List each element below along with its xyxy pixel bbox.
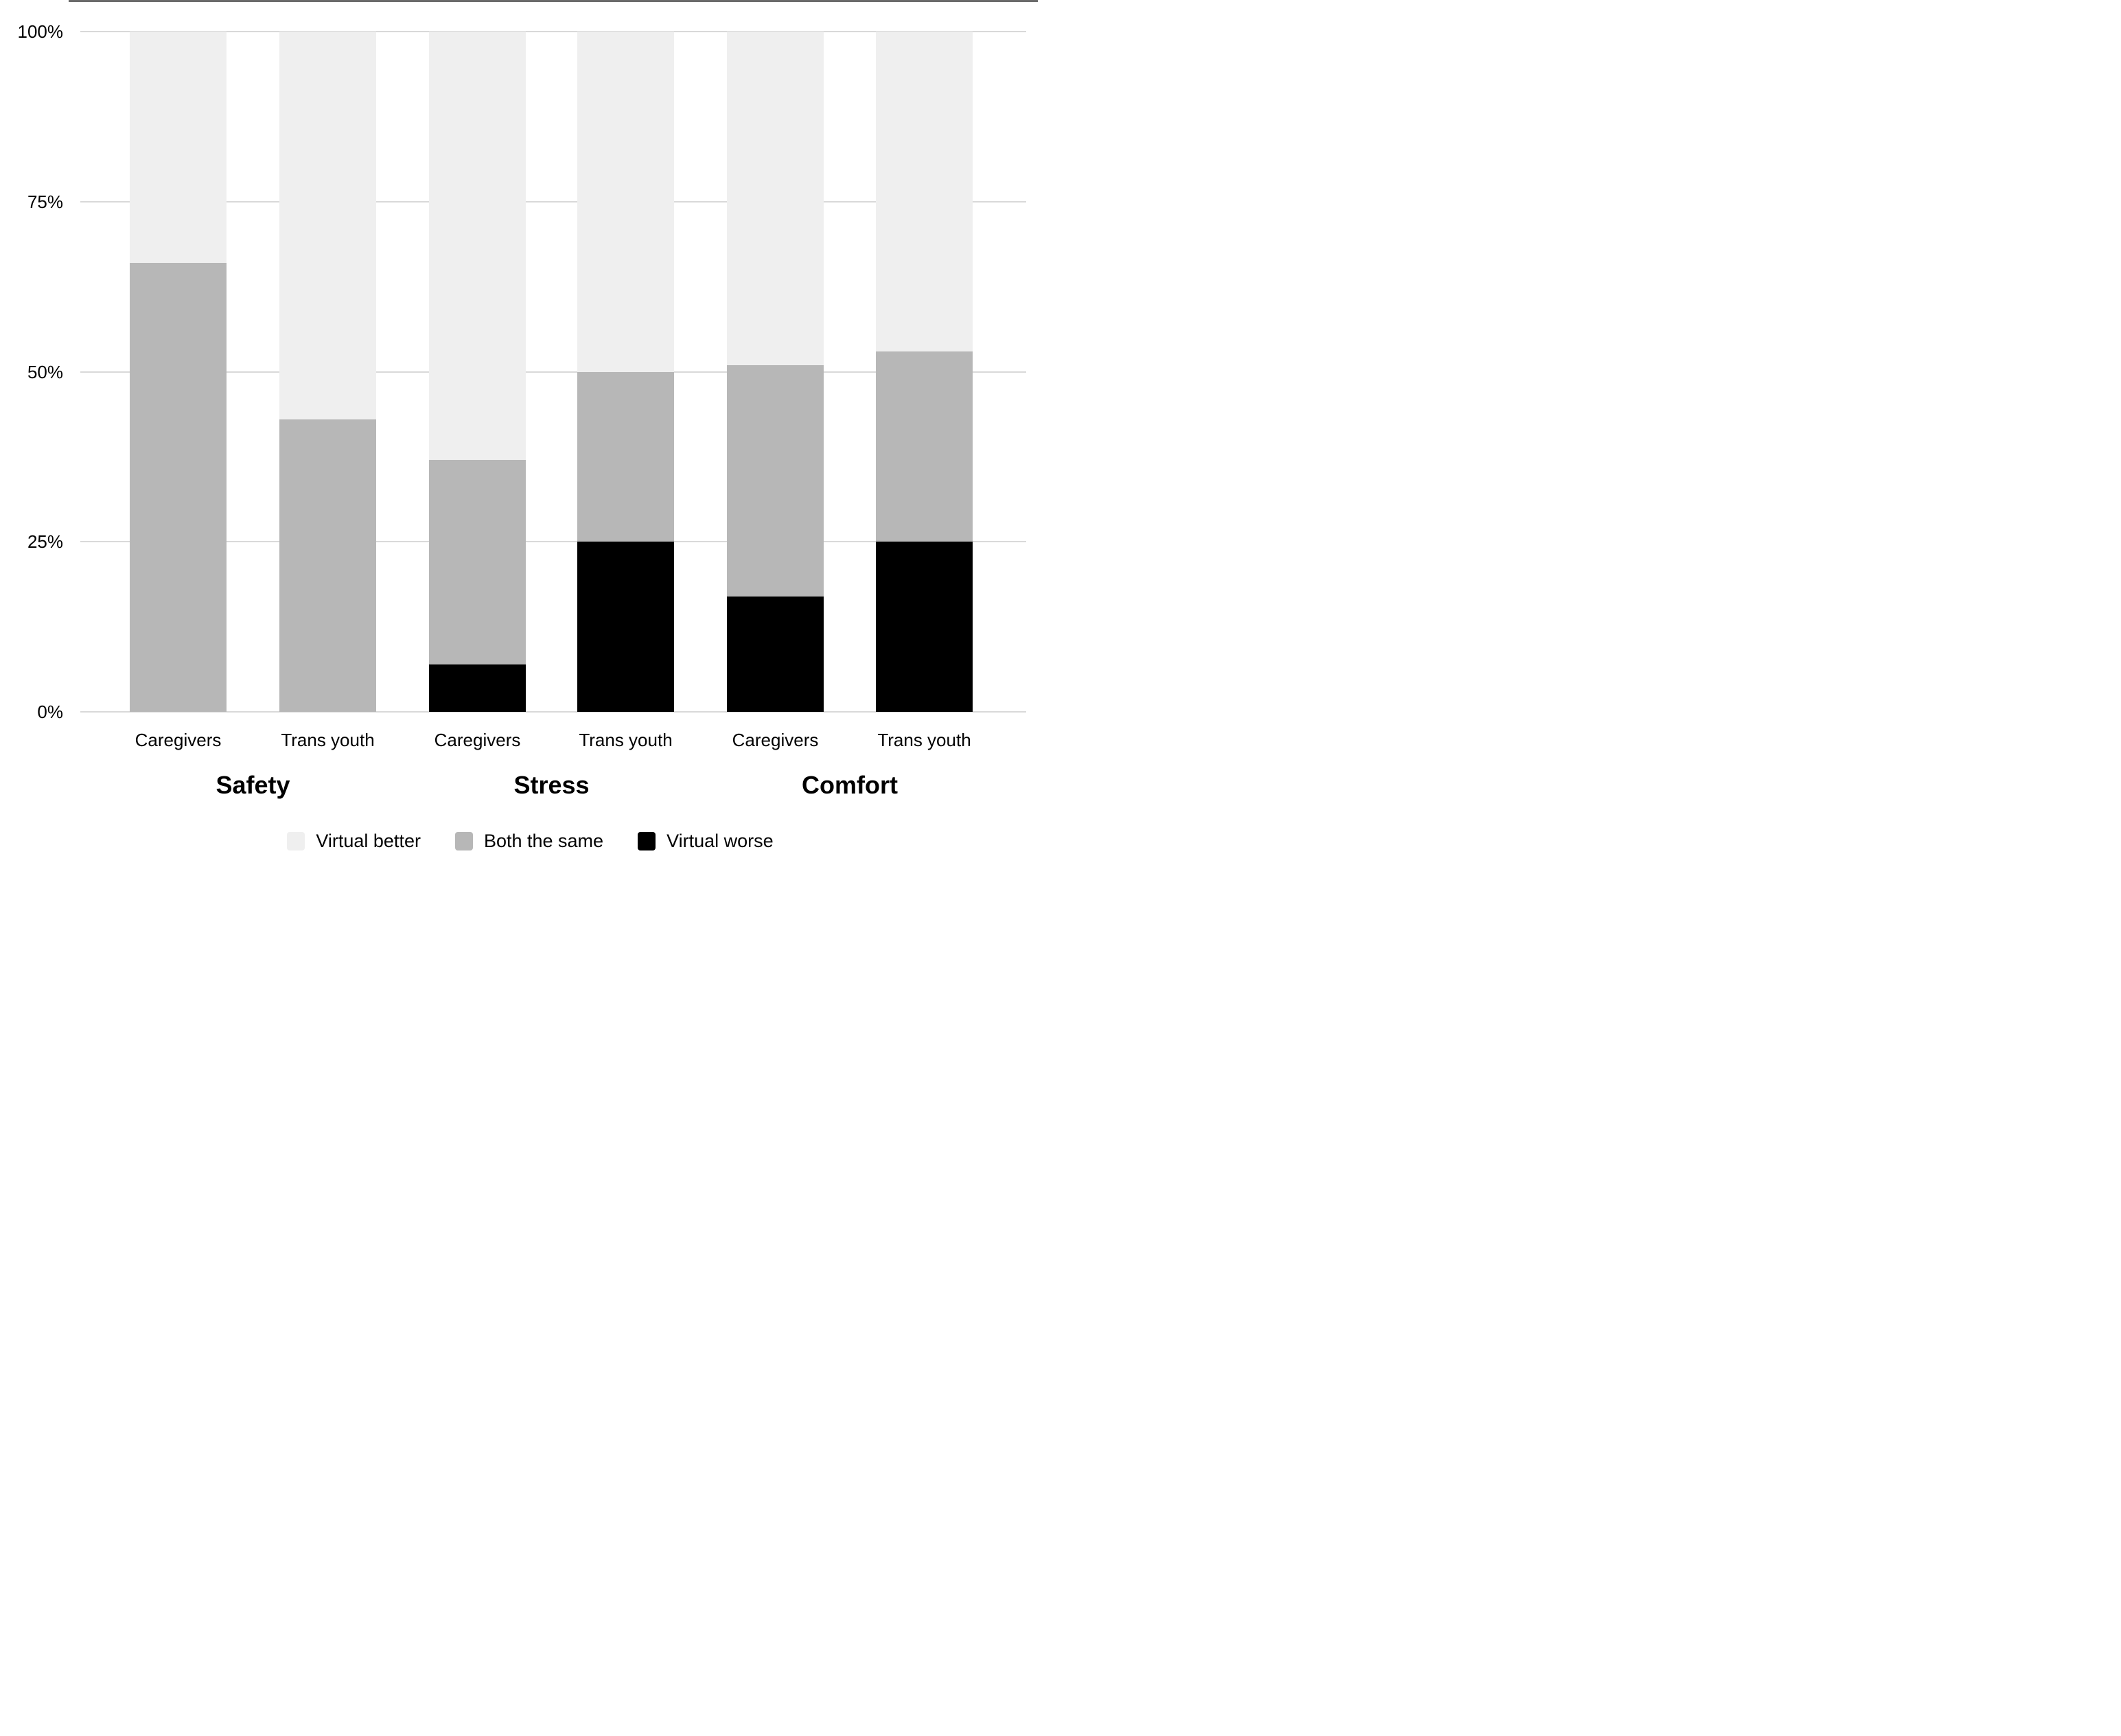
bar-safety-caregivers <box>130 32 227 712</box>
segment-virtual-worse <box>876 542 973 712</box>
bar-stress-trans-youth <box>577 32 674 712</box>
bar-comfort-trans-youth <box>876 32 973 712</box>
segment-virtual-worse <box>727 596 824 712</box>
legend-item-virtual-worse: Virtual worse <box>638 832 774 850</box>
segment-virtual-better <box>727 32 824 365</box>
segment-both-the-same <box>279 419 376 712</box>
gridline-75 <box>80 200 1026 202</box>
y-tick-label-0: 0% <box>37 702 63 722</box>
segment-both-the-same <box>727 364 824 597</box>
bar-comfort-caregivers <box>727 32 824 712</box>
segment-both-the-same <box>577 371 674 542</box>
segment-virtual-worse <box>429 664 526 712</box>
segment-virtual-better <box>130 32 227 263</box>
bar-stress-caregivers <box>429 32 526 712</box>
x-axis-label-caregivers: Caregivers <box>434 730 521 750</box>
y-tick-label-100: 100% <box>17 21 64 42</box>
x-axis-label-trans-youth: Trans youth <box>579 730 673 750</box>
virtual-worse-swatch-icon <box>638 832 656 850</box>
stacked-bar-chart: 0% 25% 50% 75% 100% Caregivers Trans youth Car… <box>0 0 1060 868</box>
gridline-100 <box>80 31 1026 32</box>
gridline-50 <box>80 371 1026 373</box>
group-label-safety: Safety <box>216 771 290 799</box>
segment-virtual-better <box>876 32 973 351</box>
y-tick-label-75: 75% <box>27 191 63 212</box>
x-axis-label-trans-youth: Trans youth <box>877 730 971 750</box>
segment-virtual-better <box>577 32 674 372</box>
segment-both-the-same <box>130 262 227 712</box>
group-label-stress: Stress <box>513 771 590 799</box>
y-tick-label-50: 50% <box>27 361 63 382</box>
segment-both-the-same <box>429 460 526 664</box>
x-axis-label-trans-youth: Trans youth <box>281 730 375 750</box>
x-axis-baseline <box>69 0 1038 2</box>
gridline-0 <box>80 711 1026 713</box>
legend-label: Virtual worse <box>667 831 774 851</box>
legend-label: Virtual better <box>316 831 421 851</box>
x-axis-label-caregivers: Caregivers <box>135 730 222 750</box>
x-axis-label-caregivers: Caregivers <box>732 730 819 750</box>
segment-virtual-better <box>429 32 526 461</box>
group-label-comfort: Comfort <box>802 771 898 799</box>
legend-label: Both the same <box>483 831 604 851</box>
virtual-better-swatch-icon <box>287 832 305 850</box>
both-the-same-swatch-icon <box>454 832 473 850</box>
bar-safety-trans-youth <box>279 32 376 712</box>
y-tick-label-25: 25% <box>27 531 63 553</box>
segment-virtual-better <box>279 32 376 419</box>
segment-both-the-same <box>876 351 973 542</box>
gridline-25 <box>80 541 1026 543</box>
segment-virtual-worse <box>577 542 674 712</box>
legend: Virtual better Both the same Virtual wor… <box>0 832 1060 850</box>
legend-item-virtual-better: Virtual better <box>287 832 421 850</box>
legend-item-both-the-same: Both the same <box>454 831 604 851</box>
